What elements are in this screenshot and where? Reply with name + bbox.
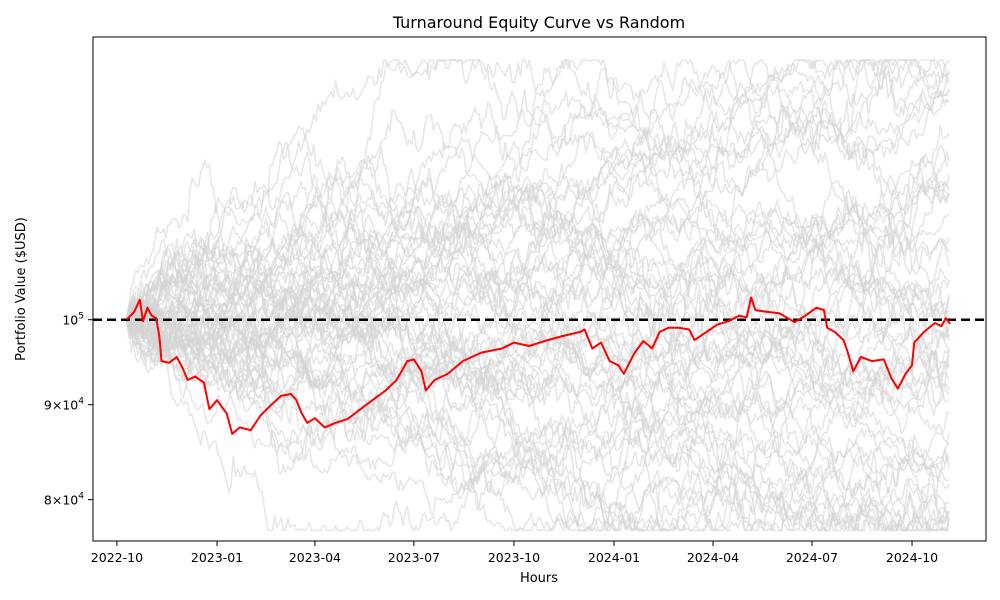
x-tick-label: 2024-07 <box>786 550 838 565</box>
plot-frame <box>92 36 987 542</box>
x-tick-label: 2023-10 <box>488 550 540 565</box>
strategy-series-line <box>125 296 951 435</box>
random-series-line <box>126 301 950 515</box>
x-tick-label: 2024-01 <box>588 550 640 565</box>
y-tick-label: 8×104 <box>44 492 84 508</box>
random-series-line <box>125 130 950 359</box>
random-series-line <box>126 302 950 532</box>
random-series-group <box>125 59 950 532</box>
random-series-line <box>126 210 950 419</box>
random-series-line <box>125 59 950 325</box>
random-series-line <box>125 197 950 356</box>
random-series-line <box>126 98 950 345</box>
random-series-line <box>125 59 950 320</box>
random-series-line <box>125 59 950 326</box>
random-series-line <box>125 314 950 403</box>
x-axis: 2022-10 2023-01 2023-04 2023-07 2023-10 2024-… <box>91 541 938 565</box>
strategy-series-group <box>125 296 951 435</box>
random-series-line <box>125 153 950 352</box>
random-series-line <box>125 59 950 320</box>
random-series-line <box>126 253 950 387</box>
random-series-line <box>125 211 950 407</box>
x-tick-label: 2022-10 <box>91 550 143 565</box>
y-tick-label: 105 <box>62 312 84 328</box>
y-axis: 8×104 9×104 105 <box>44 312 93 508</box>
x-tick-label: 2024-10 <box>886 550 938 565</box>
random-series-line <box>125 299 950 532</box>
y-axis-label: Portfolio Value ($USD) <box>14 217 29 361</box>
chart-title: Turnaround Equity Curve vs Random <box>392 13 685 32</box>
y-tick-label: 9×104 <box>44 397 84 413</box>
x-axis-label: Hours <box>520 571 558 586</box>
random-series-line <box>126 59 950 323</box>
random-series-line <box>125 59 950 355</box>
random-series-line <box>125 225 950 407</box>
random-series-line <box>126 59 950 345</box>
x-tick-label: 2023-07 <box>388 550 440 565</box>
random-series-line <box>126 174 950 326</box>
x-tick-label: 2023-01 <box>191 550 243 565</box>
random-series-line <box>125 195 950 426</box>
x-tick-label: 2024-04 <box>687 550 739 565</box>
random-series-line <box>125 319 950 532</box>
x-tick-label: 2023-04 <box>289 550 341 565</box>
random-series-line <box>126 212 950 444</box>
